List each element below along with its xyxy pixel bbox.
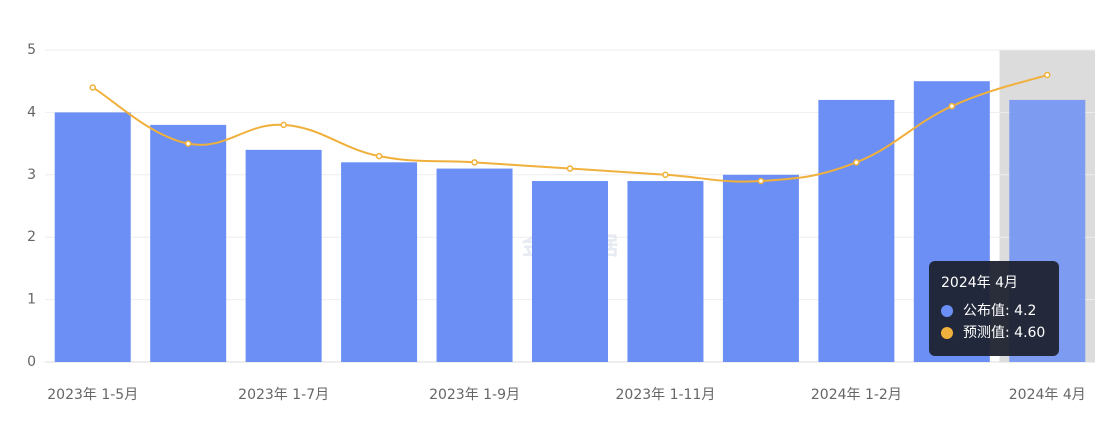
line-point [757, 177, 765, 185]
tooltip-title: 2024年 4月 [941, 275, 1018, 291]
bar [722, 174, 799, 362]
y-tick-label: 2 [27, 229, 36, 245]
line-point [471, 159, 478, 166]
bar [245, 149, 322, 362]
y-tick-label: 3 [27, 167, 36, 183]
bar [627, 181, 704, 362]
line-point [184, 140, 192, 147]
tooltip-row: 公布值: 4.2 [963, 303, 1036, 319]
line-point [1044, 71, 1051, 79]
line-point [89, 84, 96, 91]
x-tick-label: 2023年 1-11月 [616, 387, 716, 403]
x-tick-label: 2023年 1-5月 [47, 387, 138, 403]
line-point [375, 152, 383, 160]
bar [341, 162, 418, 362]
tooltip-row: 预测值: 4.60 [963, 325, 1045, 341]
x-tick-label: 2023年 1-7月 [238, 387, 329, 403]
x-tick-label: 2023年 1-9月 [429, 387, 520, 403]
x-tick-label: 2024年 4月 [1009, 387, 1086, 403]
x-tick-label: 2024年 1-2月 [811, 387, 902, 403]
bar [150, 124, 227, 362]
bar [532, 181, 608, 362]
line-point [948, 102, 956, 110]
line-point [280, 121, 287, 129]
tooltip-marker [941, 305, 953, 317]
line-point [853, 159, 860, 166]
bar [54, 112, 131, 363]
y-tick-label: 0 [27, 354, 36, 370]
tooltip-marker [941, 327, 953, 339]
line-point [566, 165, 574, 172]
tooltip-box [929, 261, 1059, 356]
bar [436, 168, 513, 362]
bar [818, 99, 895, 363]
y-tick-label: 4 [27, 104, 36, 120]
y-tick-label: 5 [27, 42, 36, 58]
line-point [662, 171, 669, 179]
y-tick-label: 1 [27, 292, 36, 308]
